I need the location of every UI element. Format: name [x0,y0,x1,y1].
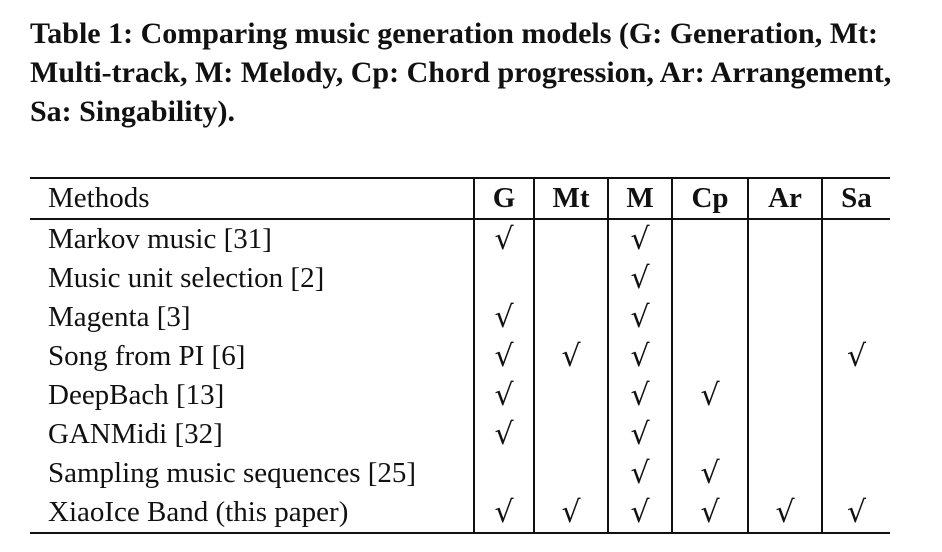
empty-cell-g [473,454,534,493]
check-mark-m: √ [607,376,672,415]
empty-cell-sa [821,415,890,454]
empty-cell-ar [747,337,822,376]
empty-cell-mt [533,259,608,298]
check-mark-m: √ [607,415,672,454]
table-row: GANMidi [32] √ √ [30,415,890,454]
check-mark-ar: √ [747,493,822,533]
check-mark-g: √ [473,415,534,454]
table-body: Markov music [31] √ √ Music unit selection … [30,219,890,533]
comparison-table: Methods G Mt M Cp Ar Sa Markov music [31… [30,177,890,534]
method-name: Sampling music sequences [25] [48,457,417,489]
check-mark-g: √ [473,219,534,259]
check-mark-cp: √ [671,493,748,533]
table-row: DeepBach [13] √ √ √ [30,376,890,415]
table-row: XiaoIce Band (this paper) √ √ √ √ √ √ [30,493,890,533]
empty-cell-cp [671,219,748,259]
table-row: Song from PI [6] √ √ √ √ [30,337,890,376]
empty-cell-cp [671,259,748,298]
table-caption: Table 1: Comparing music generation mode… [30,17,892,128]
empty-cell-sa [821,298,890,337]
empty-cell-mt [533,298,608,337]
method-name: Music unit selection [2] [48,262,325,294]
empty-cell-ar [747,298,822,337]
check-mark-sa: √ [821,493,890,533]
header-g: G [473,178,534,219]
table-row: Sampling music sequences [25] √ √ [30,454,890,493]
empty-cell-cp [671,337,748,376]
empty-cell-mt [533,454,608,493]
header-sa: Sa [821,178,890,219]
check-mark-m: √ [607,454,672,493]
empty-cell-ar [747,454,822,493]
check-mark-g: √ [473,298,534,337]
method-name: Magenta [3] [48,301,191,333]
empty-cell-sa [821,376,890,415]
empty-cell-mt [533,219,608,259]
check-mark-m: √ [607,493,672,533]
empty-cell-sa [821,259,890,298]
empty-cell-cp [671,415,748,454]
check-mark-g: √ [473,337,534,376]
empty-cell-ar [747,415,822,454]
check-mark-sa: √ [821,337,890,376]
check-mark-g: √ [473,493,534,533]
method-name: Song from PI [6] [48,340,246,372]
method-name: DeepBach [13] [48,379,225,411]
header-m: M [607,178,672,219]
empty-cell-sa [821,454,890,493]
empty-cell-mt [533,376,608,415]
method-name: Markov music [31] [48,223,272,255]
method-name: XiaoIce Band (this paper) [48,496,349,528]
empty-cell-mt [533,415,608,454]
check-mark-g: √ [473,376,534,415]
check-mark-m: √ [607,298,672,337]
check-mark-cp: √ [671,376,748,415]
header-cp: Cp [671,178,748,219]
empty-cell-ar [747,259,822,298]
header-mt: Mt [533,178,608,219]
empty-cell-cp [671,298,748,337]
method-name: GANMidi [32] [48,418,223,450]
empty-cell-ar [747,376,822,415]
header-ar: Ar [747,178,822,219]
empty-cell-ar [747,219,822,259]
empty-cell-sa [821,219,890,259]
table-row: Music unit selection [2] √ [30,259,890,298]
check-mark-mt: √ [533,337,608,376]
check-mark-mt: √ [533,493,608,533]
empty-cell-g [473,259,534,298]
header-methods: Methods [48,182,150,214]
table-header-row: Methods G Mt M Cp Ar Sa [30,178,890,219]
check-mark-m: √ [607,259,672,298]
table-row: Magenta [3] √ √ [30,298,890,337]
table-row: Markov music [31] √ √ [30,219,890,259]
check-mark-m: √ [607,337,672,376]
check-mark-m: √ [607,219,672,259]
check-mark-cp: √ [671,454,748,493]
